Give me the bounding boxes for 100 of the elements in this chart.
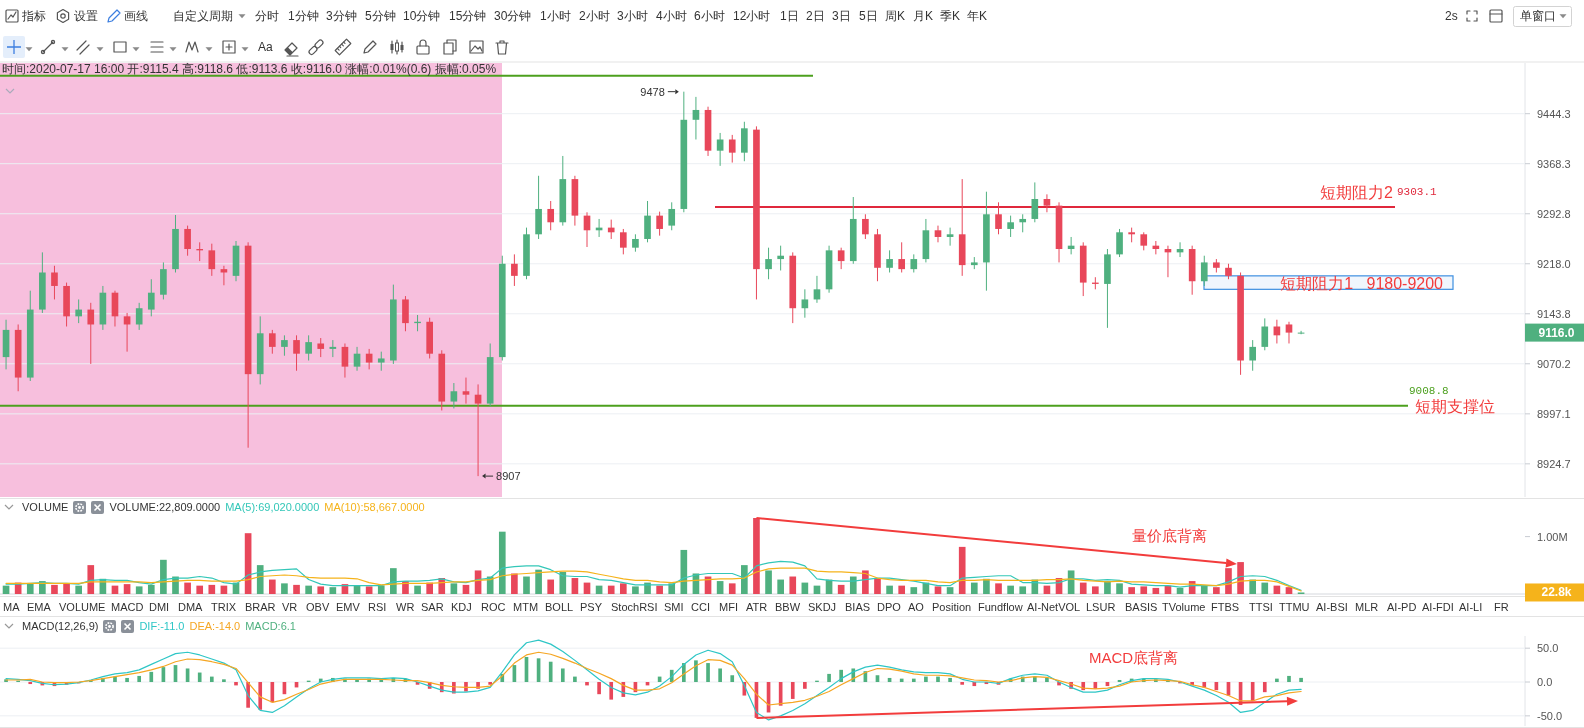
text: 10分钟 bbox=[403, 8, 441, 24]
text: 15分钟 bbox=[449, 8, 487, 24]
annotation: 9008.8 bbox=[1409, 384, 1449, 397]
annotation: 量价底背离 bbox=[1132, 526, 1207, 544]
text: 22.8k bbox=[1541, 585, 1572, 600]
text: 周K bbox=[885, 8, 906, 24]
text: 指标 bbox=[22, 8, 46, 24]
text: 5日 bbox=[859, 8, 878, 24]
text: 1分钟 bbox=[288, 8, 319, 24]
series-label: DIF:-11.0 bbox=[139, 620, 185, 632]
text: MFI bbox=[719, 600, 738, 615]
y-tick-label: 50.0 bbox=[1537, 642, 1559, 655]
text: VR bbox=[282, 600, 298, 615]
text: MTM bbox=[513, 600, 539, 615]
text: 单窗口 bbox=[1520, 8, 1556, 24]
text: 5分钟 bbox=[365, 8, 396, 24]
text: MACD:6.1 bbox=[245, 620, 296, 632]
text: WR bbox=[396, 600, 415, 615]
chart-subtitle: VOLUME:22,809.0000 bbox=[109, 501, 221, 513]
text: TRIX bbox=[211, 600, 237, 615]
y-tick-label: 8997.1 bbox=[1537, 407, 1571, 420]
text: 1小时 bbox=[540, 8, 571, 24]
text: AI-NetVOL bbox=[1027, 600, 1081, 615]
chart-title: MACD(12,26,9) bbox=[22, 620, 99, 632]
text: BBW bbox=[775, 600, 801, 615]
text: RSI bbox=[368, 600, 387, 615]
text: 4小时 bbox=[656, 8, 687, 24]
text: TTMU bbox=[1279, 600, 1310, 615]
text: KDJ bbox=[451, 600, 472, 615]
text: FR bbox=[1494, 600, 1509, 615]
y-tick-label: 9218.0 bbox=[1537, 257, 1571, 270]
text: SKDJ bbox=[808, 600, 837, 615]
ref-line-label: 短期支撑位 bbox=[1415, 397, 1495, 415]
text: 1.00M bbox=[1537, 530, 1568, 543]
text: BRAR bbox=[245, 600, 276, 615]
text: Position bbox=[932, 600, 972, 615]
text: EMA bbox=[27, 600, 51, 615]
text: 年K bbox=[967, 8, 988, 24]
text: LSUR bbox=[1086, 600, 1116, 615]
text: Fundflow bbox=[978, 600, 1023, 615]
text: 画线 bbox=[124, 8, 148, 24]
text: 3小时 bbox=[617, 8, 648, 24]
y-tick-label: 9292.8 bbox=[1537, 207, 1571, 220]
text: BASIS bbox=[1125, 600, 1158, 615]
annotation: 9303.1 bbox=[1397, 185, 1438, 198]
text: SMI bbox=[664, 600, 684, 615]
text: 3分钟 bbox=[326, 8, 357, 24]
y-tick-label: 0.0 bbox=[1537, 676, 1553, 689]
y-tick-label: 9070.2 bbox=[1537, 357, 1571, 370]
annotation: MACD底背离 bbox=[1089, 648, 1179, 666]
text: OBV bbox=[306, 600, 330, 615]
text: 月K bbox=[913, 8, 934, 24]
y-tick-label: -50.0 bbox=[1537, 709, 1563, 722]
y-tick-label: 9368.3 bbox=[1537, 157, 1571, 170]
text: AI-LI bbox=[1459, 600, 1483, 615]
text: 设置 bbox=[74, 8, 98, 24]
text: StochRSI bbox=[611, 600, 658, 615]
y-tick-label: 9444.3 bbox=[1537, 107, 1571, 120]
text: DPO bbox=[877, 600, 901, 615]
text: AI-PD bbox=[1387, 600, 1417, 615]
text: FTBS bbox=[1211, 600, 1240, 615]
text: 9116.0 bbox=[1538, 325, 1575, 340]
annotation: 9478 bbox=[640, 85, 665, 98]
text: MACD bbox=[111, 600, 144, 615]
text: DMA bbox=[178, 600, 203, 615]
text: PSY bbox=[580, 600, 603, 615]
text: 2s bbox=[1445, 8, 1458, 24]
text: TVolume bbox=[1162, 600, 1206, 615]
text: EMV bbox=[336, 600, 360, 615]
text: DMI bbox=[149, 600, 170, 615]
text: MA(10):58,667.0000 bbox=[324, 501, 425, 513]
annotation: 8907 bbox=[496, 470, 521, 483]
text: 季K bbox=[940, 8, 961, 24]
text: ATR bbox=[746, 600, 768, 615]
text: Aa bbox=[258, 39, 273, 55]
y-tick-label: 8924.7 bbox=[1537, 457, 1571, 470]
text: 30分钟 bbox=[494, 8, 532, 24]
text: TTSI bbox=[1249, 600, 1273, 615]
text: 1日 bbox=[780, 8, 799, 24]
text: MA(5):69,020.0000 bbox=[225, 501, 320, 513]
text: 自定义周期 bbox=[173, 8, 233, 24]
text: 3日 bbox=[832, 8, 851, 24]
text: 2日 bbox=[806, 8, 825, 24]
band-label: 短期阻力1 9180-9200 bbox=[1280, 274, 1444, 292]
text: CCI bbox=[691, 600, 710, 615]
text: AI-BSI bbox=[1316, 600, 1348, 615]
text: BOLL bbox=[545, 600, 574, 615]
text: MA bbox=[3, 600, 20, 615]
text: ROC bbox=[481, 600, 506, 615]
text: 12小时 bbox=[733, 8, 771, 24]
text: MLR bbox=[1355, 600, 1379, 615]
text: SAR bbox=[421, 600, 444, 615]
text: AI-FDI bbox=[1422, 600, 1454, 615]
text: 2小时 bbox=[579, 8, 610, 24]
text: BIAS bbox=[845, 600, 871, 615]
ref-line-label: 短期阻力2 bbox=[1320, 183, 1394, 201]
text: VOLUME bbox=[59, 600, 106, 615]
y-tick-label: 9143.8 bbox=[1537, 307, 1571, 320]
text: DEA:-14.0 bbox=[189, 620, 241, 632]
text: AO bbox=[908, 600, 924, 615]
